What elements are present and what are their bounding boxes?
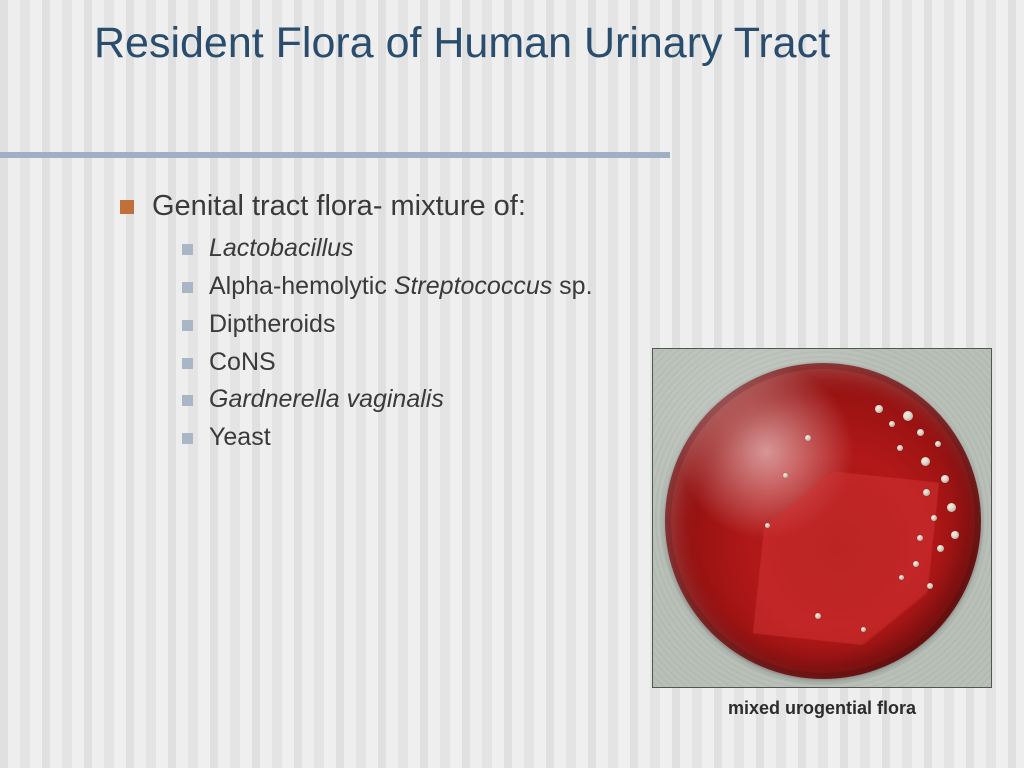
colony-dot xyxy=(923,489,930,496)
square-bullet-icon xyxy=(182,433,193,444)
lvl2-text: Alpha-hemolytic Streptococcus sp. xyxy=(209,270,593,304)
bullet-lvl1: Genital tract flora- mixture of: xyxy=(120,188,660,224)
square-bullet-icon xyxy=(182,395,193,406)
lvl2-text: Yeast xyxy=(209,421,271,455)
colony-dot xyxy=(899,575,904,580)
colony-dot xyxy=(951,531,959,539)
colony-dot xyxy=(917,535,923,541)
figure-caption: mixed urogential flora xyxy=(652,698,992,719)
colony-dot xyxy=(935,441,941,447)
bullet-lvl2: Alpha-hemolytic Streptococcus sp. xyxy=(182,270,660,304)
square-bullet-icon xyxy=(182,244,193,255)
colony-dot xyxy=(765,523,770,528)
colony-dot xyxy=(903,411,913,421)
colony-dot xyxy=(927,583,933,589)
figure: mixed urogential flora xyxy=(652,348,992,719)
colony-dot xyxy=(921,457,930,466)
text-suffix: sp. xyxy=(552,272,592,300)
content-area: Genital tract flora- mixture of: Lactoba… xyxy=(120,188,660,459)
agar-streak xyxy=(753,465,940,652)
bullet-lvl2: CoNS xyxy=(182,346,660,380)
colony-dot xyxy=(815,613,821,619)
colony-dot xyxy=(941,475,949,483)
title-rule xyxy=(0,152,670,158)
slide-title-block: Resident Flora of Human Urinary Tract xyxy=(94,18,984,69)
colony-dot xyxy=(937,545,944,552)
bullet-lvl2: Lactobacillus xyxy=(182,232,660,266)
colony-dot xyxy=(947,503,956,512)
lvl2-text: Gardnerella vaginalis xyxy=(209,383,444,417)
slide-title: Resident Flora of Human Urinary Tract xyxy=(94,18,984,69)
colony-dot xyxy=(805,435,811,441)
colony-dot xyxy=(897,445,903,451)
bullet-lvl2: Gardnerella vaginalis xyxy=(182,383,660,417)
text-prefix: Alpha-hemolytic xyxy=(209,272,394,300)
lvl2-text: CoNS xyxy=(209,346,276,380)
colony-dot xyxy=(889,421,895,427)
square-bullet-icon xyxy=(182,358,193,369)
square-bullet-icon xyxy=(182,320,193,331)
colony-dot xyxy=(913,561,919,567)
lvl2-text: Lactobacillus xyxy=(209,232,354,266)
bullet-lvl2: Diptheroids xyxy=(182,308,660,342)
colony-dot xyxy=(861,627,866,632)
colony-dot xyxy=(917,429,924,436)
text-italic: Streptococcus xyxy=(394,272,552,300)
square-bullet-icon xyxy=(182,282,193,293)
bullet-lvl2: Yeast xyxy=(182,421,660,455)
petri-dish xyxy=(665,363,981,679)
colony-dot xyxy=(875,405,883,413)
square-bullet-icon xyxy=(120,200,134,214)
petri-dish-image xyxy=(652,348,992,688)
lvl1-text: Genital tract flora- mixture of: xyxy=(152,188,526,224)
lvl2-text: Diptheroids xyxy=(209,308,335,342)
colony-dot xyxy=(931,515,937,521)
colony-dot xyxy=(783,473,788,478)
